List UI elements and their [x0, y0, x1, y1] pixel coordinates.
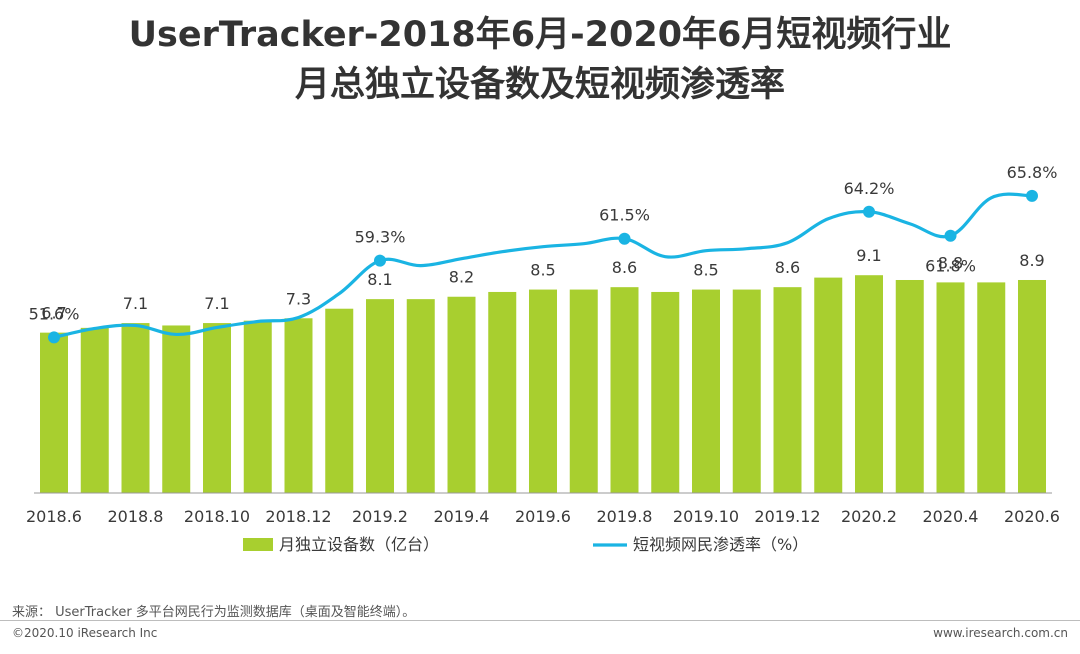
x-tick-label: 2019.6 — [515, 507, 571, 526]
bar-value-label: 8.5 — [530, 261, 555, 280]
x-tick-label: 2018.10 — [184, 507, 250, 526]
line-value-label: 61.5% — [599, 206, 650, 225]
bar — [447, 296, 476, 493]
bar — [773, 287, 802, 493]
bar — [855, 275, 883, 493]
bar — [651, 291, 680, 493]
line-value-label: 64.2% — [844, 179, 895, 198]
bar — [529, 289, 557, 493]
x-tick-label: 2018.6 — [26, 507, 82, 526]
chart-title-line-1: UserTracker-2018年6月-2020年6月短视频行业 — [128, 15, 952, 55]
bar-value-label: 8.6 — [612, 258, 637, 277]
bar — [488, 291, 517, 493]
x-tick-label: 2020.2 — [841, 507, 897, 526]
bar — [977, 282, 1006, 493]
bar — [284, 318, 313, 493]
x-tick-label: 2018.8 — [108, 507, 164, 526]
x-tick-label: 2019.10 — [673, 507, 739, 526]
line-marker — [1026, 189, 1038, 202]
bar — [40, 332, 68, 493]
bar-value-label: 8.1 — [367, 270, 392, 289]
x-tick-label: 2020.6 — [1004, 507, 1060, 526]
legend-line-label: 短视频网民渗透率（%） — [633, 535, 808, 554]
bar-value-label: 6.7 — [41, 304, 66, 323]
bar-value-label: 7.1 — [123, 294, 148, 313]
line-value-label: 51.6% — [29, 304, 80, 323]
x-tick-label: 2019.8 — [597, 507, 653, 526]
line-value-label: 65.8% — [1007, 163, 1058, 182]
x-tick-label: 2019.4 — [434, 507, 490, 526]
bar — [569, 289, 598, 493]
bar — [936, 282, 965, 493]
chart-title-line-2: 月总独立设备数及短视频渗透率 — [294, 65, 785, 105]
bar — [80, 327, 109, 493]
bar — [162, 325, 191, 493]
footer-divider — [0, 620, 1080, 621]
bar-value-label: 8.2 — [449, 268, 474, 287]
x-tick-label: 2019.12 — [754, 507, 820, 526]
bar — [325, 308, 354, 493]
bar-value-label: 9.1 — [856, 246, 881, 265]
source-note: 来源： UserTracker 多平台网民行为监测数据库（桌面及智能终端）。 — [12, 605, 416, 620]
line-marker — [374, 254, 386, 267]
bar-value-label: 8.6 — [775, 258, 800, 277]
line-marker — [618, 232, 631, 245]
bar-value-label: 8.8 — [938, 253, 963, 272]
x-tick-label: 2020.4 — [923, 507, 979, 526]
bar — [366, 299, 394, 493]
legend-bar-label: 月独立设备数（亿台） — [279, 535, 439, 554]
bar — [203, 323, 231, 493]
website-text: www.iresearch.com.cn — [933, 626, 1068, 640]
bar — [243, 320, 272, 493]
bar — [1018, 279, 1046, 493]
chart-title: UserTracker-2018年6月-2020年6月短视频行业 月总独立设备数… — [0, 10, 1080, 110]
x-tick-label: 2018.12 — [265, 507, 331, 526]
copyright-text: ©2020.10 iResearch Inc — [12, 626, 158, 640]
bar — [406, 299, 435, 493]
bar-value-label: 7.3 — [286, 289, 311, 308]
bar-value-label: 8.5 — [693, 261, 718, 280]
bar-value-label: 7.1 — [204, 294, 229, 313]
bar — [895, 279, 924, 493]
line-marker — [863, 205, 875, 218]
bar — [732, 289, 761, 493]
line-marker — [48, 331, 60, 344]
chart-svg: 6.7 7.1 7.1 7.3 8.1 8.2 8.5 8.6 8.5 8.6 9.1 8.8 8.9 5… — [26, 163, 1060, 554]
bar — [814, 277, 843, 493]
legend-bar-swatch — [243, 538, 273, 551]
bar — [121, 323, 150, 493]
line-value-label: 61.8% — [925, 257, 976, 276]
x-tick-label: 2019.2 — [352, 507, 408, 526]
bar-value-label: 8.9 — [1019, 251, 1044, 270]
line-marker — [944, 229, 957, 242]
bar — [692, 289, 720, 493]
line-value-label: 59.3% — [355, 228, 406, 247]
bar — [610, 287, 639, 493]
